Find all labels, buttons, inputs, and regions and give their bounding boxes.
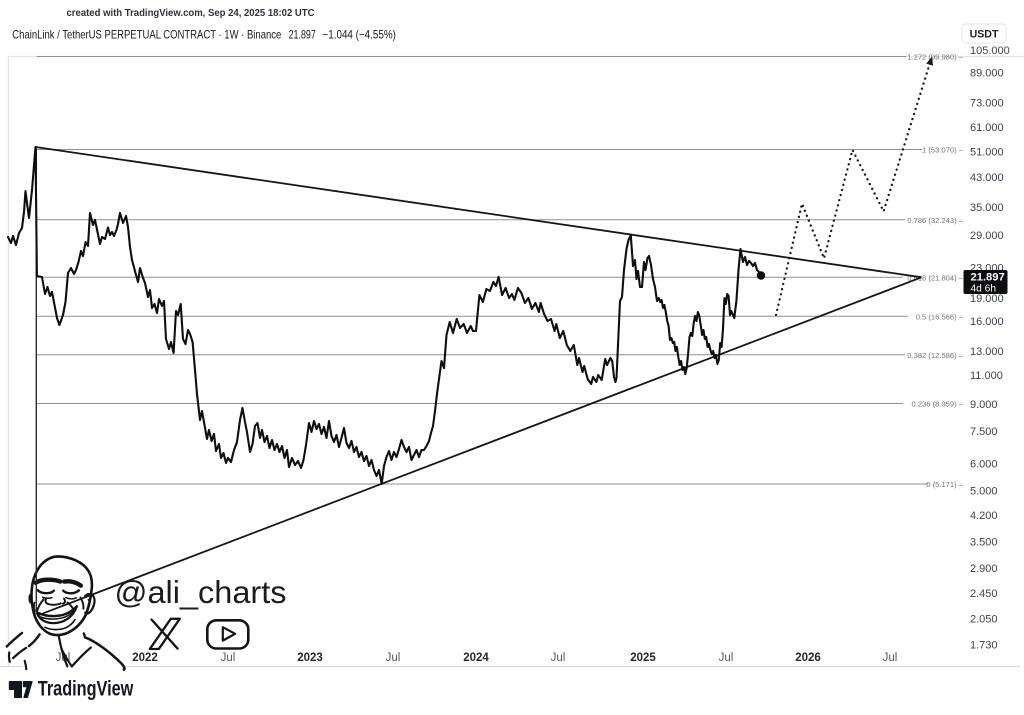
svg-text:35.000: 35.000 bbox=[970, 202, 1004, 214]
svg-text:5.000: 5.000 bbox=[970, 485, 998, 497]
svg-text:Jul: Jul bbox=[56, 652, 71, 664]
svg-text:4.200: 4.200 bbox=[970, 510, 998, 522]
svg-text:11.000: 11.000 bbox=[970, 370, 1003, 382]
svg-text:@ali_charts: @ali_charts bbox=[115, 574, 287, 610]
svg-text:created with TradingView.com,: created with TradingView.com, Sep 24, 20… bbox=[67, 8, 316, 19]
svg-text:2022: 2022 bbox=[132, 652, 158, 664]
svg-text:9.000: 9.000 bbox=[970, 399, 998, 411]
svg-text:0.382 (12.586) –: 0.382 (12.586) – bbox=[907, 351, 964, 360]
svg-text:1.730: 1.730 bbox=[970, 639, 998, 651]
svg-text:0 (5.171) –: 0 (5.171) – bbox=[926, 480, 964, 489]
svg-text:USDT: USDT bbox=[970, 28, 999, 40]
svg-text:13.000: 13.000 bbox=[970, 346, 1004, 358]
svg-text:1.272 (99.980) –: 1.272 (99.980) – bbox=[907, 53, 964, 62]
svg-text:2.450: 2.450 bbox=[970, 588, 998, 600]
svg-text:2.900: 2.900 bbox=[970, 563, 998, 575]
svg-text:61.000: 61.000 bbox=[970, 122, 1004, 134]
svg-text:ChainLink / TetherUS PERPETUAL: ChainLink / TetherUS PERPETUAL CONTRACT … bbox=[12, 29, 281, 42]
svg-text:43.000: 43.000 bbox=[970, 172, 1004, 184]
svg-text:89.000: 89.000 bbox=[970, 67, 1004, 79]
svg-text:0.5 (16.566) –: 0.5 (16.566) – bbox=[916, 312, 964, 321]
svg-text:105.000: 105.000 bbox=[970, 45, 1010, 57]
svg-text:−1.044 (−4.55%): −1.044 (−4.55%) bbox=[323, 29, 397, 42]
svg-text:73.000: 73.000 bbox=[970, 97, 1004, 109]
svg-text:29.000: 29.000 bbox=[970, 230, 1004, 242]
svg-text:Jul: Jul bbox=[719, 652, 734, 664]
svg-text:Jul: Jul bbox=[551, 652, 566, 664]
svg-text:1 (53.070) –: 1 (53.070) – bbox=[922, 146, 964, 155]
svg-text:0.618 (21.804) –: 0.618 (21.804) – bbox=[907, 273, 964, 282]
svg-text:2025: 2025 bbox=[630, 652, 656, 664]
svg-text:3.500: 3.500 bbox=[970, 536, 998, 548]
svg-text:2023: 2023 bbox=[297, 652, 323, 664]
svg-text:51.000: 51.000 bbox=[970, 146, 1004, 158]
svg-text:16.000: 16.000 bbox=[970, 316, 1004, 328]
svg-text:19.000: 19.000 bbox=[970, 293, 1004, 305]
svg-text:TradingView: TradingView bbox=[38, 678, 134, 701]
svg-text:2024: 2024 bbox=[463, 652, 489, 664]
svg-text:0.786 (32.243) –: 0.786 (32.243) – bbox=[907, 216, 964, 225]
svg-text:Jul: Jul bbox=[883, 652, 898, 664]
svg-text:6.000: 6.000 bbox=[970, 458, 998, 470]
svg-text:Jul: Jul bbox=[221, 652, 236, 664]
svg-text:7.500: 7.500 bbox=[970, 426, 998, 438]
svg-text:21.897: 21.897 bbox=[971, 272, 1005, 284]
svg-text:0.236 (8.959) –: 0.236 (8.959) – bbox=[911, 400, 963, 409]
svg-text:Jul: Jul bbox=[386, 652, 401, 664]
svg-text:4d 6h: 4d 6h bbox=[971, 284, 997, 295]
svg-text:21.897: 21.897 bbox=[289, 29, 316, 42]
svg-text:2.050: 2.050 bbox=[970, 613, 998, 625]
svg-text:2026: 2026 bbox=[795, 652, 821, 664]
